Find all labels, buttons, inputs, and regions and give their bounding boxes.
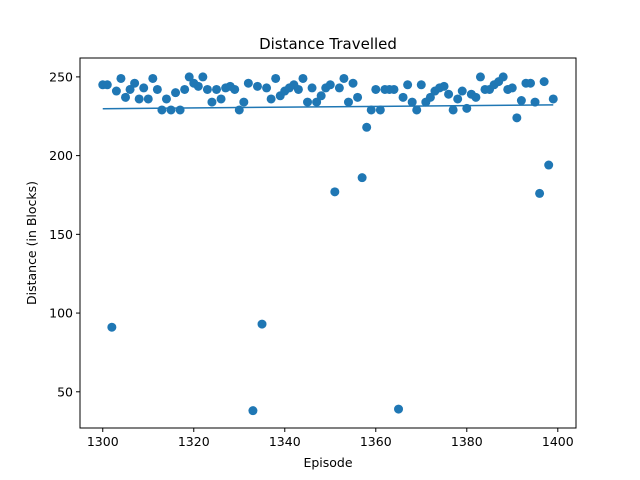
data-point — [248, 406, 258, 416]
data-point — [366, 105, 376, 115]
data-point — [230, 84, 240, 94]
y-axis-label: Distance (in Blocks) — [24, 181, 39, 305]
data-point — [262, 83, 272, 93]
data-point — [293, 84, 303, 94]
data-point — [416, 80, 426, 90]
x-tick-label: 1400 — [542, 434, 574, 449]
points-layer — [98, 72, 558, 416]
data-point — [475, 72, 485, 82]
data-point — [111, 86, 121, 96]
data-point — [512, 113, 522, 123]
x-axis-label: Episode — [303, 455, 352, 470]
data-point — [507, 83, 517, 93]
data-point — [180, 84, 190, 94]
data-point — [130, 78, 140, 88]
data-point — [362, 122, 372, 132]
x-tick-label: 1380 — [451, 434, 483, 449]
x-tick-label: 1360 — [360, 434, 392, 449]
data-point — [121, 92, 130, 102]
data-point — [526, 78, 535, 88]
data-point — [339, 73, 349, 83]
data-point — [271, 73, 281, 83]
data-point — [407, 97, 417, 107]
data-point — [353, 92, 363, 102]
data-point — [334, 83, 344, 93]
data-point — [298, 73, 308, 83]
data-point — [252, 81, 262, 91]
trend-line — [102, 104, 554, 110]
data-point — [303, 97, 313, 107]
data-point — [243, 78, 253, 88]
data-point — [316, 91, 326, 101]
data-point — [116, 73, 126, 83]
y-axis-ticks: 50 100 150 200 250 — [49, 69, 80, 399]
data-point — [448, 105, 458, 115]
y-tick-label: 250 — [49, 69, 73, 84]
data-point — [394, 404, 404, 414]
x-tick-label: 1320 — [178, 434, 210, 449]
data-point — [166, 105, 176, 115]
data-point — [544, 160, 554, 170]
data-point — [193, 81, 203, 91]
data-point — [161, 94, 171, 104]
data-point — [471, 92, 481, 102]
data-point — [184, 72, 194, 82]
data-point — [439, 81, 449, 91]
data-point — [239, 97, 249, 107]
data-point — [152, 84, 162, 94]
plot-frame — [79, 57, 577, 429]
data-point — [343, 97, 353, 107]
y-tick-label: 200 — [49, 148, 73, 163]
x-tick-label: 1300 — [87, 434, 119, 449]
data-point — [171, 88, 181, 98]
data-point — [371, 84, 381, 94]
data-point — [175, 105, 185, 115]
data-point — [535, 188, 545, 198]
data-point — [307, 83, 317, 93]
data-point — [134, 94, 144, 104]
data-point — [425, 92, 435, 102]
data-point — [539, 77, 549, 87]
data-point — [312, 97, 322, 107]
x-tick-label: 1340 — [269, 434, 301, 449]
data-point — [157, 105, 167, 115]
data-point — [516, 96, 526, 106]
data-point — [330, 187, 340, 197]
data-point — [212, 84, 222, 94]
y-tick-label: 100 — [49, 306, 73, 321]
data-point — [389, 84, 399, 94]
data-point — [398, 92, 408, 102]
data-point — [457, 86, 467, 96]
data-point — [216, 94, 226, 104]
data-point — [453, 94, 463, 104]
data-point — [325, 80, 335, 90]
x-axis-ticks: 1300 1320 1340 1360 1380 1400 — [87, 428, 574, 449]
y-tick-label: 50 — [57, 384, 73, 399]
data-point — [202, 84, 212, 94]
data-point — [412, 105, 422, 115]
data-point — [357, 173, 367, 183]
data-point — [139, 83, 149, 93]
data-point — [125, 84, 135, 94]
data-point — [498, 72, 508, 82]
data-point — [198, 72, 208, 82]
data-point — [207, 97, 217, 107]
data-point — [266, 94, 276, 104]
data-point — [143, 94, 153, 104]
data-point — [148, 73, 158, 83]
data-point — [375, 105, 385, 115]
y-tick-label: 150 — [49, 227, 73, 242]
chart-title: Distance Travelled — [259, 35, 397, 53]
data-point — [107, 322, 117, 332]
data-point — [102, 80, 112, 90]
data-point — [348, 78, 358, 88]
data-point — [548, 94, 558, 104]
data-point — [444, 89, 454, 99]
data-point — [257, 319, 267, 329]
data-point — [403, 80, 413, 90]
trend-layer — [102, 104, 554, 110]
